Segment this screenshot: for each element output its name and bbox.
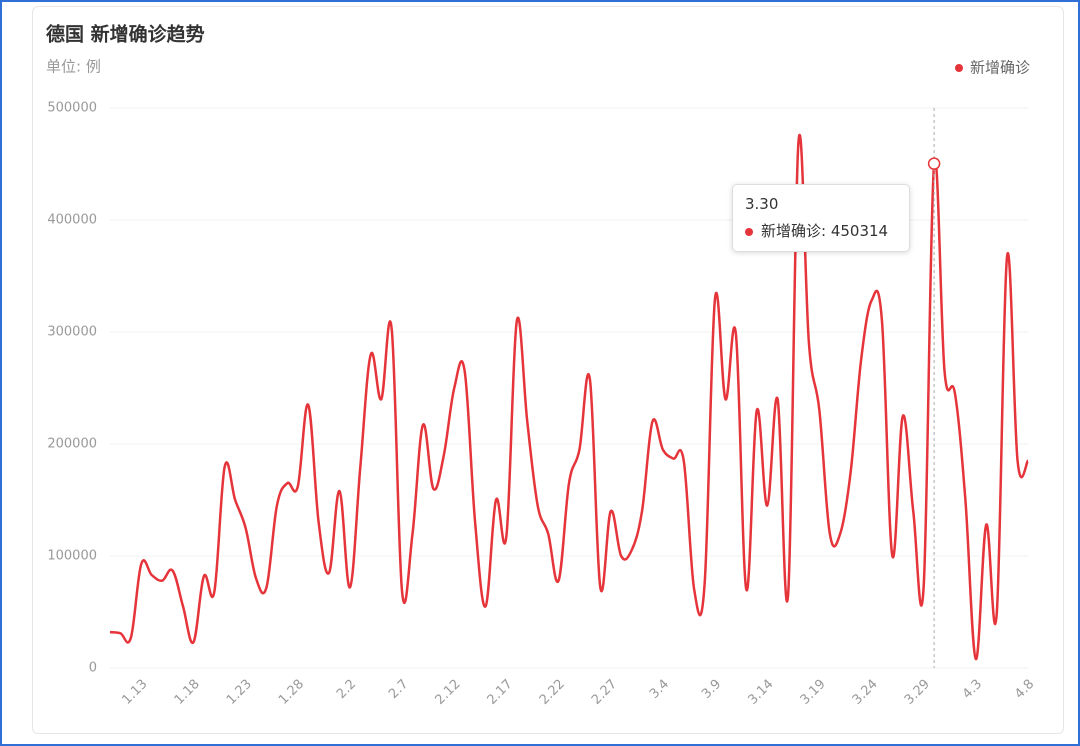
chart-title: 德国 新增确诊趋势 <box>46 23 205 46</box>
hover-point <box>927 157 941 170</box>
y-tick-label: 300000 <box>47 325 97 340</box>
tooltip-marker <box>745 227 753 236</box>
x-tick-label: 3.24 <box>850 677 881 708</box>
x-tick-label: 2.12 <box>432 677 463 708</box>
tooltip-date: 3.30 <box>745 195 779 213</box>
x-tick-label: 1.28 <box>276 677 307 708</box>
tooltip-value: 450314 <box>830 222 889 240</box>
x-tick-label: 1.23 <box>224 677 255 708</box>
y-tick-label: 100000 <box>47 549 97 564</box>
x-tick-label: 3.9 <box>699 677 724 702</box>
y-tick-label: 400000 <box>47 213 97 228</box>
tooltip: 3.30 新增确诊: 450314 <box>732 184 910 252</box>
data-line <box>109 133 1030 661</box>
legend-label[interactable]: 新增确诊 <box>970 59 1030 77</box>
x-tick-label: 1.13 <box>120 677 151 708</box>
x-tick-label: 3.4 <box>647 677 672 702</box>
tooltip-series: 新增确诊 <box>761 222 822 240</box>
y-tick-label: 0 <box>89 661 97 676</box>
x-tick-label: 2.17 <box>485 677 516 708</box>
x-tick-label: 2.22 <box>537 677 568 708</box>
x-tick-label: 4.3 <box>960 677 985 702</box>
tooltip-row: 新增确诊: 450314 <box>745 220 888 241</box>
y-tick-label: 200000 <box>47 437 97 452</box>
x-tick-label: 2.2 <box>334 677 359 702</box>
chart-subtitle: 单位: 例 <box>46 58 101 76</box>
x-tick-label: 4.8 <box>1012 677 1037 702</box>
legend-marker[interactable] <box>955 64 963 72</box>
x-tick-label: 3.29 <box>902 677 933 708</box>
x-tick-label: 1.18 <box>172 677 203 708</box>
y-tick-label: 500000 <box>47 101 97 116</box>
x-tick-label: 3.19 <box>798 677 829 708</box>
x-tick-label: 2.7 <box>386 677 411 702</box>
x-tick-label: 2.27 <box>589 677 620 708</box>
x-tick-label: 3.14 <box>745 677 776 708</box>
chart-card <box>32 6 1064 734</box>
